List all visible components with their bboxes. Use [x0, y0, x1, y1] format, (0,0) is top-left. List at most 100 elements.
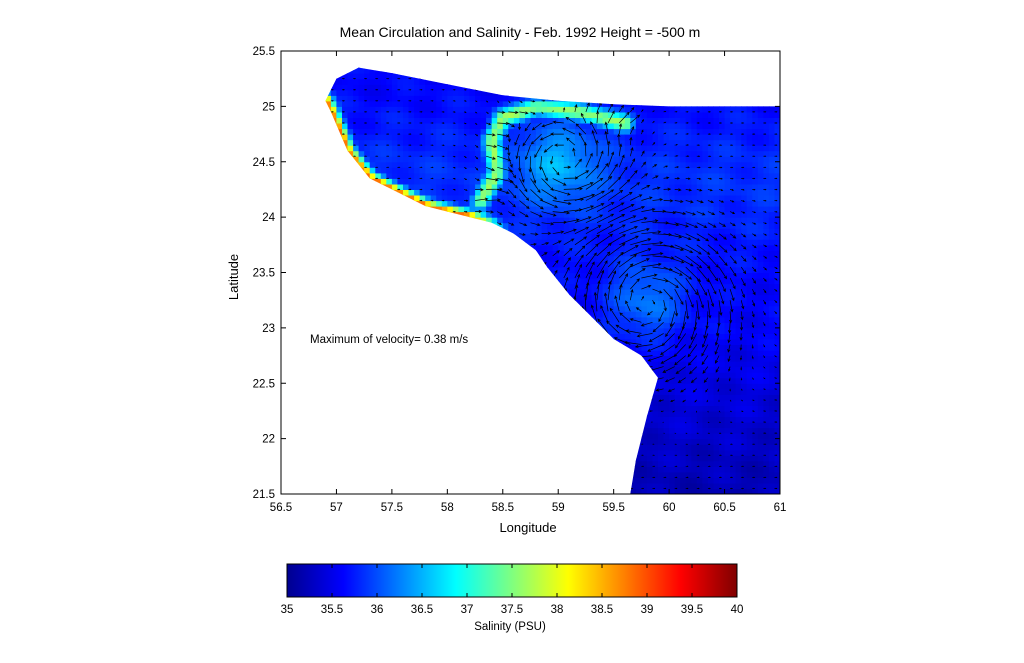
salinity-cell — [347, 95, 354, 102]
salinity-cell — [342, 100, 349, 107]
salinity-cell — [408, 145, 415, 152]
salinity-cell — [369, 67, 376, 74]
salinity-cell — [369, 161, 376, 168]
salinity-cell — [591, 261, 598, 268]
salinity-cell — [619, 161, 626, 168]
salinity-cell — [425, 123, 432, 130]
salinity-cell — [497, 150, 504, 157]
salinity-cell — [386, 111, 393, 118]
salinity-cell — [375, 111, 382, 118]
salinity-cell — [597, 178, 604, 185]
salinity-cell — [397, 156, 404, 163]
salinity-cell — [469, 206, 476, 213]
salinity-cell — [502, 172, 509, 179]
salinity-cell — [369, 172, 376, 179]
salinity-cell — [552, 255, 559, 262]
salinity-cell — [602, 300, 609, 307]
salinity-cell — [608, 106, 615, 113]
salinity-cell — [364, 150, 371, 157]
salinity-cell — [608, 300, 615, 307]
salinity-cell — [486, 217, 493, 224]
salinity-cell — [547, 128, 554, 135]
salinity-cell — [602, 305, 609, 312]
salinity-cell — [447, 150, 454, 157]
salinity-cell — [569, 233, 576, 240]
salinity-cell — [591, 172, 598, 179]
salinity-cell — [414, 167, 421, 174]
salinity-cell — [513, 100, 520, 107]
salinity-cell — [480, 106, 487, 113]
salinity-cell — [403, 106, 410, 113]
salinity-cell — [608, 139, 615, 146]
salinity-cell — [602, 195, 609, 202]
salinity-cell — [469, 183, 476, 190]
salinity-cell — [336, 84, 343, 91]
salinity-cell — [541, 100, 548, 107]
salinity-cell — [375, 95, 382, 102]
salinity-cell — [386, 161, 393, 168]
salinity-cell — [342, 84, 349, 91]
salinity-cell — [502, 123, 509, 130]
salinity-cell — [602, 316, 609, 323]
salinity-cell — [480, 195, 487, 202]
salinity-cell — [613, 283, 620, 290]
salinity-cell — [530, 206, 537, 213]
salinity-cell — [458, 200, 465, 207]
salinity-cell — [419, 195, 426, 202]
salinity-cell — [475, 123, 482, 130]
salinity-cell — [447, 139, 454, 146]
salinity-cell — [563, 195, 570, 202]
salinity-cell — [563, 172, 570, 179]
salinity-cell — [519, 128, 526, 135]
salinity-cell — [591, 111, 598, 118]
salinity-cell — [580, 211, 587, 218]
salinity-cell — [536, 156, 543, 163]
salinity-cell — [574, 172, 581, 179]
salinity-cell — [574, 200, 581, 207]
salinity-cell — [619, 294, 626, 301]
salinity-cell — [436, 167, 443, 174]
salinity-cell — [530, 222, 537, 229]
salinity-cell — [519, 195, 526, 202]
salinity-cell — [408, 111, 415, 118]
salinity-cell — [513, 189, 520, 196]
salinity-cell — [397, 123, 404, 130]
salinity-cell — [408, 84, 415, 91]
salinity-cell — [541, 206, 548, 213]
salinity-cell — [608, 189, 615, 196]
salinity-cell — [602, 311, 609, 318]
salinity-cell — [403, 134, 410, 141]
salinity-cell — [380, 172, 387, 179]
salinity-cell — [619, 338, 626, 345]
salinity-cell — [364, 106, 371, 113]
salinity-cell — [580, 200, 587, 207]
salinity-cell — [469, 134, 476, 141]
salinity-cell — [464, 183, 471, 190]
salinity-cell — [502, 134, 509, 141]
salinity-cell — [425, 100, 432, 107]
salinity-cell — [525, 172, 532, 179]
salinity-cell — [425, 150, 432, 157]
salinity-cell — [530, 128, 537, 135]
salinity-cell — [608, 289, 615, 296]
salinity-cell — [464, 111, 471, 118]
salinity-cell — [464, 150, 471, 157]
salinity-cell — [574, 111, 581, 118]
salinity-cell — [608, 228, 615, 235]
salinity-cell — [391, 128, 398, 135]
salinity-cell — [486, 178, 493, 185]
salinity-cell — [591, 294, 598, 301]
salinity-cell — [430, 106, 437, 113]
salinity-cell — [525, 128, 532, 135]
salinity-cell — [602, 278, 609, 285]
salinity-cell — [419, 95, 426, 102]
salinity-cell — [419, 139, 426, 146]
salinity-cell — [403, 167, 410, 174]
salinity-cell — [624, 322, 631, 329]
salinity-cell — [563, 200, 570, 207]
salinity-cell — [469, 172, 476, 179]
salinity-cell — [585, 206, 592, 213]
salinity-cell — [547, 156, 554, 163]
salinity-cell — [530, 134, 537, 141]
salinity-cell — [464, 139, 471, 146]
